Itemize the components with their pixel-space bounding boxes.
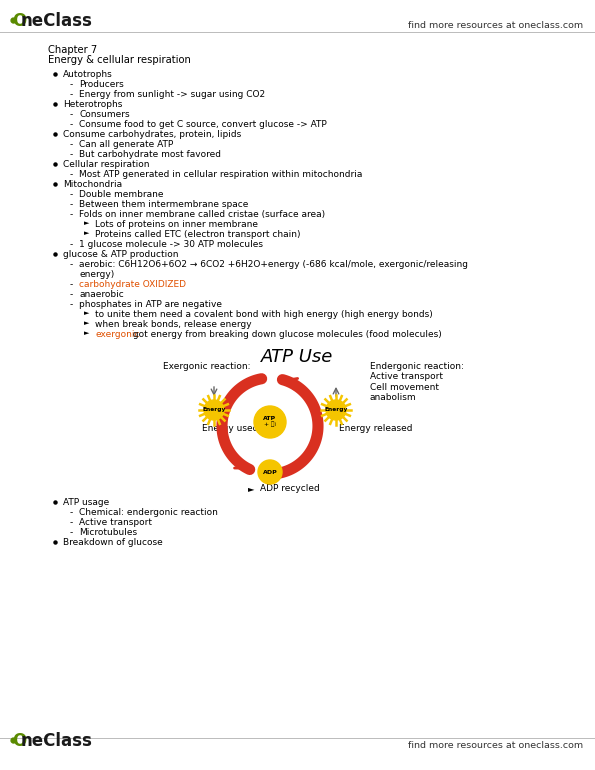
Text: Most ATP generated in cellular respiration within mitochondria: Most ATP generated in cellular respirati… bbox=[79, 170, 362, 179]
Text: Energy from sunlight -> sugar using CO2: Energy from sunlight -> sugar using CO2 bbox=[79, 90, 265, 99]
Text: -: - bbox=[70, 528, 73, 537]
Text: Energy used: Energy used bbox=[202, 424, 258, 433]
Text: Autotrophs: Autotrophs bbox=[63, 70, 112, 79]
Text: Consume food to get C source, convert glucose -> ATP: Consume food to get C source, convert gl… bbox=[79, 120, 327, 129]
Text: Energy & cellular respiration: Energy & cellular respiration bbox=[48, 55, 191, 65]
Text: -: - bbox=[70, 300, 73, 309]
Text: -: - bbox=[70, 80, 73, 89]
Text: ADP: ADP bbox=[262, 470, 277, 474]
Text: neClass: neClass bbox=[21, 12, 92, 30]
Text: Consume carbohydrates, protein, lipids: Consume carbohydrates, protein, lipids bbox=[63, 130, 241, 139]
Text: ►: ► bbox=[84, 330, 89, 336]
Circle shape bbox=[258, 460, 282, 484]
Text: ATP usage: ATP usage bbox=[63, 498, 109, 507]
Text: anaerobic: anaerobic bbox=[79, 290, 124, 299]
Text: Chemical: endergonic reaction: Chemical: endergonic reaction bbox=[79, 508, 218, 517]
Circle shape bbox=[204, 400, 224, 420]
Text: O: O bbox=[12, 732, 26, 750]
Text: find more resources at oneclass.com: find more resources at oneclass.com bbox=[408, 741, 583, 750]
Text: neClass: neClass bbox=[21, 732, 92, 750]
Text: ►: ► bbox=[84, 320, 89, 326]
Text: Microtubules: Microtubules bbox=[79, 528, 137, 537]
Text: Lots of proteins on inner membrane: Lots of proteins on inner membrane bbox=[95, 220, 258, 229]
Text: Chapter 7: Chapter 7 bbox=[48, 45, 97, 55]
Text: ►: ► bbox=[84, 310, 89, 316]
Text: -: - bbox=[70, 240, 73, 249]
Text: Folds on inner membrane called cristae (surface area): Folds on inner membrane called cristae (… bbox=[79, 210, 325, 219]
Text: ►: ► bbox=[84, 220, 89, 226]
Text: find more resources at oneclass.com: find more resources at oneclass.com bbox=[408, 21, 583, 30]
Text: Cellular respiration: Cellular respiration bbox=[63, 160, 149, 169]
Text: to unite them need a covalent bond with high energy (high energy bonds): to unite them need a covalent bond with … bbox=[95, 310, 433, 319]
Text: Double membrane: Double membrane bbox=[79, 190, 164, 199]
Text: ATP: ATP bbox=[264, 417, 277, 421]
Text: -: - bbox=[70, 110, 73, 119]
Text: Can all generate ATP: Can all generate ATP bbox=[79, 140, 173, 149]
Text: Energy released: Energy released bbox=[339, 424, 412, 433]
Text: Mitochondria: Mitochondria bbox=[63, 180, 122, 189]
Text: Heterotrophs: Heterotrophs bbox=[63, 100, 123, 109]
Text: got energy from breaking down glucose molecules (food molecules): got energy from breaking down glucose mo… bbox=[130, 330, 442, 339]
Text: Producers: Producers bbox=[79, 80, 124, 89]
Text: Exergonic reaction:: Exergonic reaction: bbox=[163, 362, 250, 371]
Text: -: - bbox=[70, 200, 73, 209]
Text: ADP recycled: ADP recycled bbox=[260, 484, 320, 493]
Text: 1 glucose molecule -> 30 ATP molecules: 1 glucose molecule -> 30 ATP molecules bbox=[79, 240, 263, 249]
Text: -: - bbox=[70, 290, 73, 299]
Text: + Ⓟi: + Ⓟi bbox=[264, 421, 276, 427]
Text: when break bonds, release energy: when break bonds, release energy bbox=[95, 320, 252, 329]
Text: -: - bbox=[70, 170, 73, 179]
Circle shape bbox=[326, 400, 346, 420]
Text: O: O bbox=[12, 12, 26, 30]
Text: ►: ► bbox=[248, 484, 255, 493]
Text: glucose & ATP production: glucose & ATP production bbox=[63, 250, 178, 259]
Text: -: - bbox=[70, 210, 73, 219]
Text: -: - bbox=[70, 90, 73, 99]
Text: -: - bbox=[70, 280, 73, 289]
Text: -: - bbox=[70, 518, 73, 527]
Text: carbohydrate OXIDIZED: carbohydrate OXIDIZED bbox=[79, 280, 186, 289]
Text: -: - bbox=[70, 260, 73, 269]
Text: -: - bbox=[70, 190, 73, 199]
Text: ATP Use: ATP Use bbox=[261, 348, 333, 366]
Text: aerobic: C6H12O6+6O2 → 6CO2 +6H2O+energy (-686 kcal/mole, exergonic/releasing: aerobic: C6H12O6+6O2 → 6CO2 +6H2O+energy… bbox=[79, 260, 468, 269]
Text: exergonic: exergonic bbox=[95, 330, 139, 339]
Circle shape bbox=[254, 406, 286, 438]
Text: Between them intermembrane space: Between them intermembrane space bbox=[79, 200, 248, 209]
Text: ►: ► bbox=[84, 230, 89, 236]
Text: -: - bbox=[70, 150, 73, 159]
Text: -: - bbox=[70, 120, 73, 129]
Text: Energy: Energy bbox=[202, 407, 226, 413]
Text: Breakdown of glucose: Breakdown of glucose bbox=[63, 538, 163, 547]
Text: -: - bbox=[70, 508, 73, 517]
Text: Energy: Energy bbox=[324, 407, 347, 413]
Text: Proteins called ETC (electron transport chain): Proteins called ETC (electron transport … bbox=[95, 230, 300, 239]
Text: phosphates in ATP are negative: phosphates in ATP are negative bbox=[79, 300, 222, 309]
Text: Endergonic reaction:
Active transport
Cell movement
anabolism: Endergonic reaction: Active transport Ce… bbox=[370, 362, 464, 402]
Text: -: - bbox=[70, 140, 73, 149]
Text: Consumers: Consumers bbox=[79, 110, 130, 119]
Text: Active transport: Active transport bbox=[79, 518, 152, 527]
Text: energy): energy) bbox=[79, 270, 114, 279]
Text: But carbohydrate most favored: But carbohydrate most favored bbox=[79, 150, 221, 159]
